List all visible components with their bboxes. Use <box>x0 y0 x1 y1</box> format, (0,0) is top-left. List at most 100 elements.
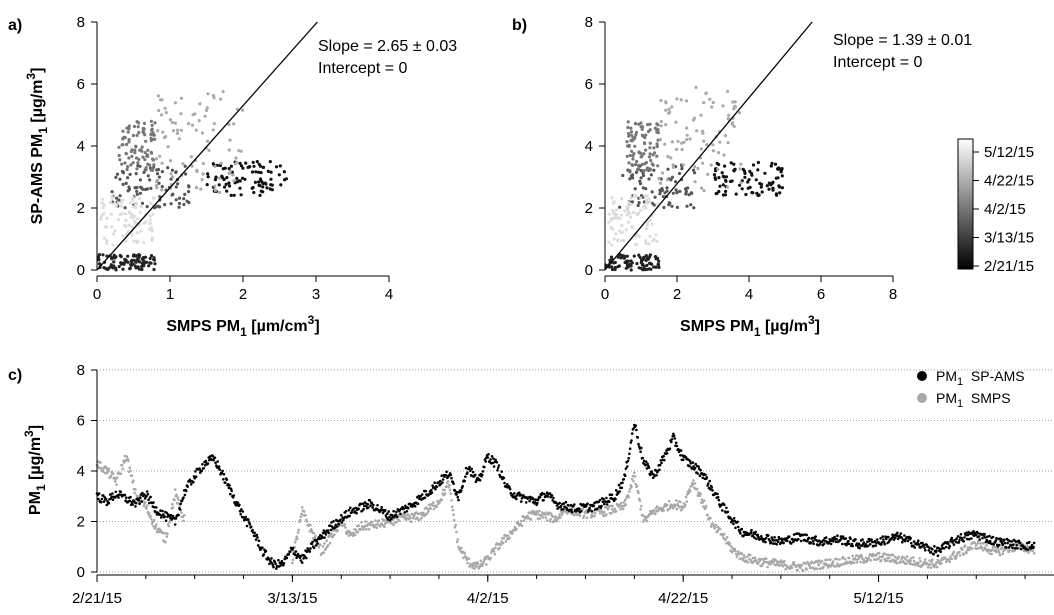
panel-c-point <box>348 514 351 518</box>
panel-c-point <box>688 464 691 468</box>
a-point <box>217 190 222 194</box>
panel-c-point <box>693 482 697 485</box>
panel-c-point <box>383 525 386 528</box>
panel-c-point <box>484 460 488 463</box>
panel-c-point <box>730 545 733 548</box>
b-point <box>723 164 727 168</box>
a-point <box>194 186 199 190</box>
a-point <box>110 190 114 194</box>
panel-c-point <box>296 531 300 534</box>
panel-c-point <box>549 517 552 521</box>
a-point <box>217 176 221 180</box>
a-point <box>144 139 148 143</box>
b-point <box>613 266 617 270</box>
panel-c-legend: PM1 SP-AMS PM1 SMPS <box>917 368 1025 410</box>
panel-c-point <box>471 566 474 569</box>
panel-c-point <box>632 480 635 483</box>
a-y-tick-label: 0 <box>77 262 85 279</box>
b-point <box>629 133 634 137</box>
a-point <box>151 212 155 216</box>
panel-c-point <box>877 551 881 555</box>
panel-c-x-tick-label: 3/13/15 <box>267 590 317 607</box>
panel-b-xlabel-sub: 1 <box>754 325 761 339</box>
panel-c-point <box>610 512 613 515</box>
a-point <box>117 145 121 149</box>
panel-c-point <box>416 502 420 506</box>
panel-c-point <box>370 521 374 524</box>
b-point <box>648 146 652 150</box>
a-point <box>126 165 130 169</box>
panel-c-point <box>696 494 700 497</box>
panel-c-point <box>427 503 431 507</box>
b-point <box>617 229 622 233</box>
colorbar: 5/12/154/22/154/2/153/13/152/21/15 <box>957 138 1034 275</box>
panel-c-point <box>917 539 920 542</box>
panel-c-point <box>404 504 407 508</box>
panel-c-point <box>899 532 903 535</box>
panel-c-point <box>251 528 254 532</box>
panel-c-point <box>467 557 471 560</box>
a-point <box>131 195 135 200</box>
a-point <box>179 112 183 116</box>
panel-c-point <box>740 552 744 556</box>
a-point <box>146 154 150 158</box>
panel-c-point <box>97 466 101 470</box>
panel-c-point <box>575 513 579 517</box>
a-point <box>127 210 131 214</box>
b-point <box>767 187 771 191</box>
panel-c-point <box>492 465 496 468</box>
panel-c-point <box>792 561 796 564</box>
a-point <box>134 144 138 148</box>
b-point <box>632 195 637 199</box>
panel-c-point <box>423 496 427 500</box>
panel-c-point <box>723 503 726 507</box>
panel-c-point <box>674 441 678 445</box>
b-point <box>648 234 652 238</box>
panel-c-point <box>347 534 351 537</box>
panel-c-point <box>887 553 890 556</box>
panel-c-point <box>363 504 366 508</box>
panel-c-point <box>1017 539 1021 543</box>
panel-c-point <box>597 500 600 504</box>
b-point <box>619 213 623 217</box>
a-point <box>149 119 153 123</box>
a-point <box>187 122 191 126</box>
panel-c-point <box>449 473 453 477</box>
panel-c-point <box>981 536 984 540</box>
panel-c-point <box>905 555 909 558</box>
a-point <box>150 238 154 242</box>
panel-c-point <box>182 496 185 499</box>
b-point <box>644 239 648 243</box>
panel-c-point <box>988 539 992 543</box>
b-point <box>688 137 692 141</box>
panel-c-point <box>656 505 659 508</box>
panel-c-point <box>645 519 649 523</box>
panel-a-ylabel-rest: [µg/m <box>29 80 46 127</box>
panel-c-point <box>773 536 776 539</box>
panel-c-point <box>887 556 891 560</box>
b-point <box>647 177 651 181</box>
panel-c-point <box>107 467 111 471</box>
b-point <box>610 267 615 272</box>
panel-c-point <box>483 458 487 461</box>
a-point <box>158 205 162 209</box>
panel-c-point <box>547 511 551 515</box>
panel-c-point <box>831 560 835 563</box>
panel-c-point <box>321 531 325 535</box>
panel-c-point <box>418 518 421 522</box>
b-point <box>731 121 735 125</box>
a-point <box>127 156 131 160</box>
b-point <box>727 113 731 117</box>
panel-c-point <box>912 540 916 543</box>
panel-c-point <box>435 485 439 489</box>
a-point <box>185 199 189 203</box>
panel-c-point <box>255 533 259 537</box>
b-point <box>671 165 676 169</box>
panel-c-point <box>526 514 529 518</box>
a-point <box>278 164 282 168</box>
panel-c-point <box>962 540 965 543</box>
panel-c-point <box>921 541 924 545</box>
a-point <box>205 183 209 187</box>
a-point <box>219 161 223 165</box>
panel-c-point <box>317 546 321 549</box>
